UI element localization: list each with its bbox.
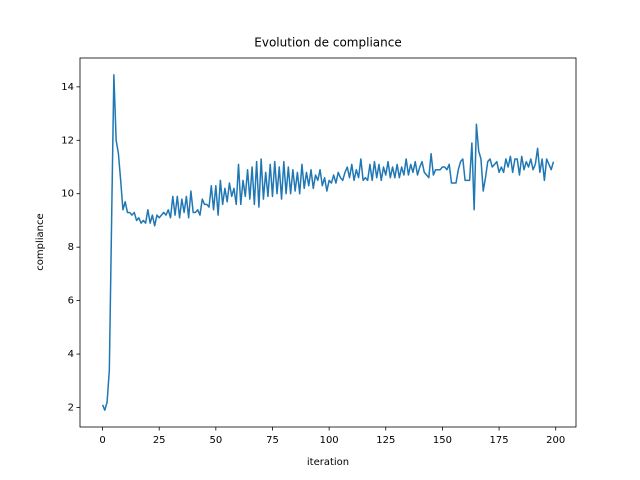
y-axis-label: compliance	[35, 213, 46, 270]
x-tick-label: 0	[99, 435, 105, 446]
x-tick-label: 100	[320, 435, 339, 446]
line	[101, 74, 555, 411]
plot-frame	[79, 57, 577, 428]
x-axis-label: iteration	[307, 457, 349, 468]
y-tick-label: 6	[68, 296, 74, 307]
x-tick-label: 200	[546, 435, 565, 446]
x-tick-label: 25	[153, 435, 166, 446]
y-tick-label: 14	[61, 82, 74, 93]
y-tick-label: 4	[68, 349, 74, 360]
y-tick-label: 2	[68, 402, 74, 413]
x-tick-label: 175	[490, 435, 509, 446]
x-tick-label: 150	[433, 435, 452, 446]
y-tick-label: 12	[61, 135, 74, 146]
x-tick-label: 125	[376, 435, 395, 446]
chart-title: Evolution de compliance	[254, 36, 401, 50]
y-tick-label: 8	[68, 242, 74, 253]
x-tick-label: 75	[266, 435, 279, 446]
x-tick-label: 50	[209, 435, 222, 446]
y-tick-label: 10	[61, 189, 74, 200]
